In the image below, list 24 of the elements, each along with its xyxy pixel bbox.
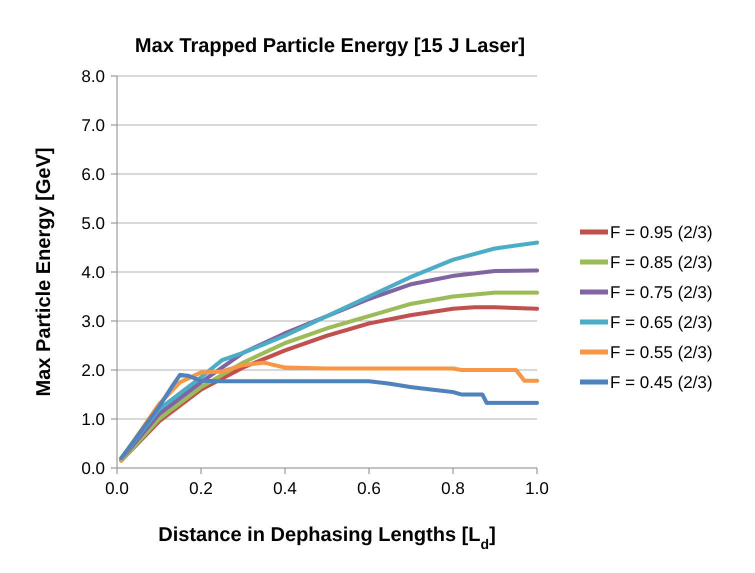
- y-tick-label: 0.0: [81, 458, 105, 478]
- y-tick-label: 3.0: [81, 312, 105, 331]
- y-tick-label: 7.0: [81, 116, 105, 135]
- x-tick-label: 0.4: [273, 479, 297, 498]
- x-tick-label: 0.6: [357, 479, 381, 498]
- y-tick-label: 8.0: [81, 66, 105, 86]
- legend-label: F = 0.65 (2/3): [610, 312, 713, 332]
- legend-label: F = 0.95 (2/3): [610, 222, 713, 242]
- y-tick-label: 6.0: [81, 164, 105, 184]
- y-axis-title: Max Particle Energy [GeV]: [33, 148, 55, 396]
- x-tick-label: 0.8: [441, 479, 465, 498]
- x-axis-title: Distance in Dephasing Lengths [L$_{d}$]: [158, 524, 496, 552]
- legend-label: F = 0.45 (2/3): [610, 372, 713, 392]
- x-tick-label: 0.0: [105, 479, 129, 498]
- y-tick-label: 2.0: [81, 360, 105, 380]
- legend-label: F = 0.85 (2/3): [610, 252, 713, 272]
- legend-label: F = 0.55 (2/3): [610, 342, 713, 362]
- x-tick-label: 1.0: [525, 479, 549, 498]
- y-tick-label: 4.0: [81, 262, 105, 282]
- y-tick-label: 1.0: [81, 410, 105, 429]
- chart-title: Max Trapped Particle Energy [15 J Laser]: [134, 35, 526, 57]
- x-tick-label: 0.2: [189, 479, 213, 498]
- y-tick-label: 5.0: [81, 214, 105, 233]
- legend-label: F = 0.75 (2/3): [610, 282, 713, 302]
